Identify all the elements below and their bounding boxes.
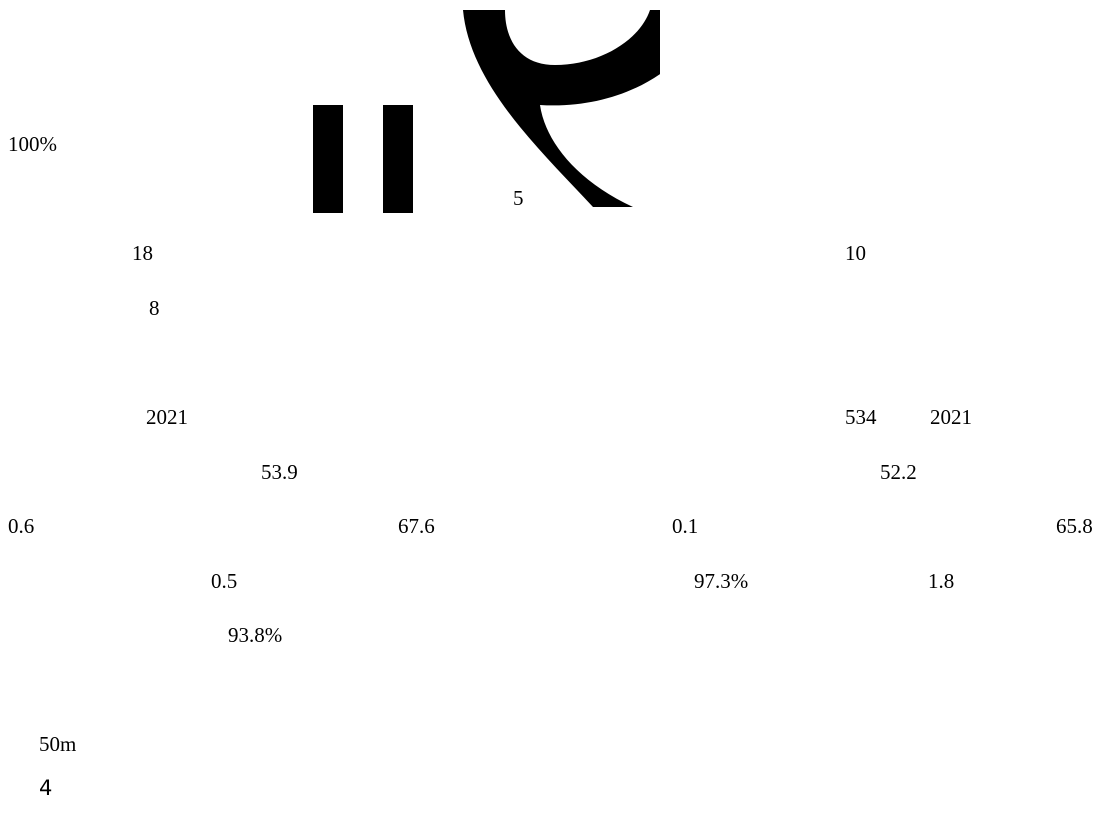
value-label: 52.2	[880, 460, 917, 484]
value-label: 1.8	[928, 569, 955, 593]
count-label: 5	[513, 186, 524, 210]
year-label: 2021	[146, 405, 188, 429]
percent-label: 93.8%	[228, 623, 283, 647]
value-label: 0.6	[8, 514, 35, 538]
year-label: 2021	[930, 405, 972, 429]
count-label: 18	[132, 241, 153, 265]
value-label: 67.6	[398, 514, 435, 538]
percent-label: 100%	[8, 132, 57, 156]
large-glyph-fragment-icon	[313, 10, 660, 213]
percent-label: 97.3%	[694, 569, 749, 593]
page-number: 4	[39, 776, 53, 800]
count-label: 534	[845, 405, 877, 429]
value-label: 65.8	[1056, 514, 1093, 538]
value-label: 0.5	[211, 569, 238, 593]
value-label: 53.9	[261, 460, 298, 484]
distance-label: 50m	[39, 732, 77, 756]
count-label: 10	[845, 241, 866, 265]
count-label: 8	[149, 296, 160, 320]
value-label: 0.1	[672, 514, 699, 538]
